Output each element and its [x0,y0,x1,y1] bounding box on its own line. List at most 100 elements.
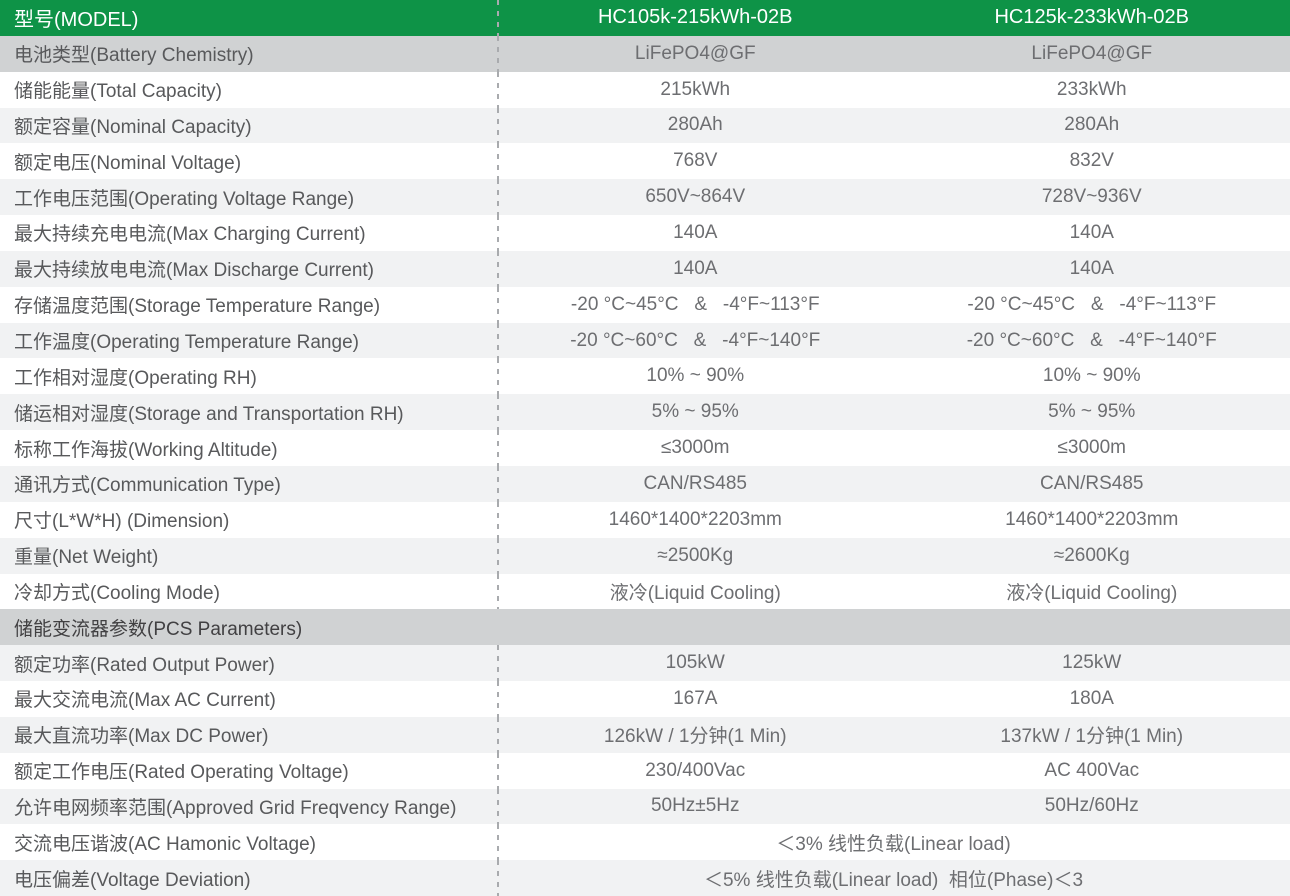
value-model-1: ≤3000m [660,437,730,459]
table-row: 尺寸(L*W*H) (Dimension) 1460*1400*2203mm 1… [0,501,1290,538]
row-label: 储能变流器参数(PCS Parameters) [14,618,303,640]
value-model-2: ≤3000m [1057,437,1127,459]
value-model-2: -20 °C~45°C & -4°F~113°F [967,293,1217,315]
value-model-2: 10% ~ 90% [1042,365,1141,387]
value-model-2: LiFePO4@GF [1031,42,1153,64]
value-model-1: 1460*1400*2203mm [608,508,782,530]
table-row: 最大持续充电电流(Max Charging Current) 140A 140A [0,215,1290,251]
table-row: 工作相对湿度(Operating RH) 10% ~ 90% 10% ~ 90% [0,358,1290,395]
value-model-1: 140A [673,257,718,279]
value-model-2: 280Ah [1064,114,1120,136]
value-model-1: 650V~864V [645,186,746,208]
value-model-2: 5% ~ 95% [1048,401,1136,423]
value-model-1: LiFePO4@GF [634,42,756,64]
row-values: 140A 140A [497,250,1290,287]
table-row: 工作温度(Operating Temperature Range) -20 °C… [0,322,1290,359]
row-values: 液冷(Liquid Cooling) 液冷(Liquid Cooling) [497,573,1290,610]
value-model-1: 126kW / 1分钟(1 Min) [603,726,787,748]
table-row: 额定电压(Nominal Voltage) 768V 832V [0,143,1290,180]
model-header-label: 型号(MODEL) [14,9,139,32]
row-label: 交流电压谐波(AC Hamonic Voltage) [14,833,316,855]
row-label: 最大持续放电电流(Max Discharge Current) [14,260,374,282]
value-model-1: 280Ah [667,114,723,136]
row-values: ＜3% 线性负载(Linear load) [497,824,1290,861]
row-label: 重量(Net Weight) [14,547,159,569]
row-label: 工作电压范围(Operating Voltage Range) [14,188,355,210]
row-label: 电压偏差(Voltage Deviation) [14,869,251,891]
row-values: 10% ~ 90% 10% ~ 90% [497,358,1290,395]
row-values: 230/400Vac AC 400Vac [497,752,1290,789]
table-row: 额定容量(Nominal Capacity) 280Ah 280Ah [0,107,1290,144]
table-row: 交流电压谐波(AC Hamonic Voltage) ＜3% 线性负载(Line… [0,824,1290,861]
row-values: 280Ah 280Ah [497,107,1290,144]
table-row: 工作电压范围(Operating Voltage Range) 650V~864… [0,179,1290,216]
model-1-name: HC105k-215kWh-02B [597,6,793,29]
table-row: 通讯方式(Communication Type) CAN/RS485 CAN/R… [0,465,1290,502]
row-label: 储运相对湿度(Storage and Transportation RH) [14,403,404,425]
row-label: 储能能量(Total Capacity) [14,81,222,103]
value-model-2: 1460*1400*2203mm [1005,508,1179,530]
header-values: HC105k-215kWh-02B HC125k-233kWh-02B [497,0,1290,36]
table-row: 最大直流功率(Max DC Power) 126kW / 1分钟(1 Min) … [0,716,1290,753]
row-values: 1460*1400*2203mm 1460*1400*2203mm [497,501,1290,538]
value-model-1: CAN/RS485 [643,472,748,494]
value-model-2: AC 400Vac [1044,759,1140,781]
table-row: 最大持续放电电流(Max Discharge Current) 140A 140… [0,250,1290,287]
row-values: 215kWh 233kWh [497,71,1290,108]
row-values: -20 °C~45°C & -4°F~113°F -20 °C~45°C & -… [497,286,1290,323]
row-label: 额定工作电压(Rated Operating Voltage) [14,762,349,784]
value-model-1: 液冷(Liquid Cooling) [609,582,781,604]
model-2-name: HC125k-233kWh-02B [994,6,1190,29]
value-model-1: 167A [673,687,718,709]
row-values: 768V 832V [497,143,1290,180]
row-values: 105kW 125kW [497,645,1290,681]
table-row: 额定功率(Rated Output Power) 105kW 125kW [0,645,1290,682]
table-row: 储能能量(Total Capacity) 215kWh 233kWh [0,71,1290,108]
row-values: ≈2500Kg ≈2600Kg [497,537,1290,574]
table-row: 额定工作电压(Rated Operating Voltage) 230/400V… [0,752,1290,789]
value-model-1: 140A [673,221,718,243]
value-model-2: 180A [1069,687,1114,709]
row-values: 167A 180A [497,681,1290,717]
row-values: -20 °C~60°C & -4°F~140°F -20 °C~60°C & -… [497,322,1290,359]
row-label: 标称工作海拔(Working Altitude) [14,439,278,461]
value-model-2: 137kW / 1分钟(1 Min) [1000,726,1184,748]
row-values: ＜5% 线性负载(Linear load) 相位(Phase)＜3 [497,860,1290,896]
value-model-1: ≈2500Kg [657,544,734,566]
table-row: 电池类型(Battery Chemistry) LiFePO4@GF LiFeP… [0,35,1290,72]
value-model-2: 832V [1069,150,1114,172]
value-model-1: 10% ~ 90% [646,365,745,387]
value-model-2: 125kW [1062,652,1122,674]
row-values: LiFePO4@GF LiFePO4@GF [497,35,1290,72]
value-model-2: 728V~936V [1041,186,1142,208]
table-row: 存储温度范围(Storage Temperature Range) -20 °C… [0,286,1290,323]
row-label: 最大持续充电电流(Max Charging Current) [14,224,366,246]
row-values: 650V~864V 728V~936V [497,179,1290,215]
table-row: 标称工作海拔(Working Altitude) ≤3000m ≤3000m [0,430,1290,466]
table-row: 最大交流电流(Max AC Current) 167A 180A [0,681,1290,717]
row-values: 50Hz±5Hz 50Hz/60Hz [497,788,1290,825]
value-model-2: CAN/RS485 [1040,472,1144,494]
value-model-2: -20 °C~60°C & -4°F~140°F [966,329,1217,351]
row-label: 工作温度(Operating Temperature Range) [14,332,359,354]
row-label: 工作相对湿度(Operating RH) [14,367,257,389]
table-row: 允许电网频率范围(Approved Grid Freqvency Range) … [0,788,1290,825]
table-row: 电压偏差(Voltage Deviation) ＜5% 线性负载(Linear … [0,860,1290,896]
value-model-2: 233kWh [1056,78,1127,100]
table-row: 冷却方式(Cooling Mode) 液冷(Liquid Cooling) 液冷… [0,573,1290,610]
row-label: 电池类型(Battery Chemistry) [14,45,254,67]
table-row: 重量(Net Weight) ≈2500Kg ≈2600Kg [0,537,1290,574]
value-model-1: -20 °C~60°C & -4°F~140°F [570,329,821,351]
merged-value: ＜3% 线性负载(Linear load) [776,833,1011,855]
value-model-2: 140A [1069,221,1114,243]
row-label: 允许电网频率范围(Approved Grid Freqvency Range) [14,797,457,819]
row-label: 额定电压(Nominal Voltage) [14,152,242,174]
value-model-1: 215kWh [660,78,731,100]
value-model-1: 768V [673,150,718,172]
row-values: ≤3000m ≤3000m [497,430,1290,466]
value-model-1: 50Hz±5Hz [650,795,740,817]
row-values: CAN/RS485 CAN/RS485 [497,465,1290,502]
value-model-1: 230/400Vac [645,759,746,781]
row-values: 5% ~ 95% 5% ~ 95% [497,394,1290,430]
row-values: 140A 140A [497,215,1290,251]
